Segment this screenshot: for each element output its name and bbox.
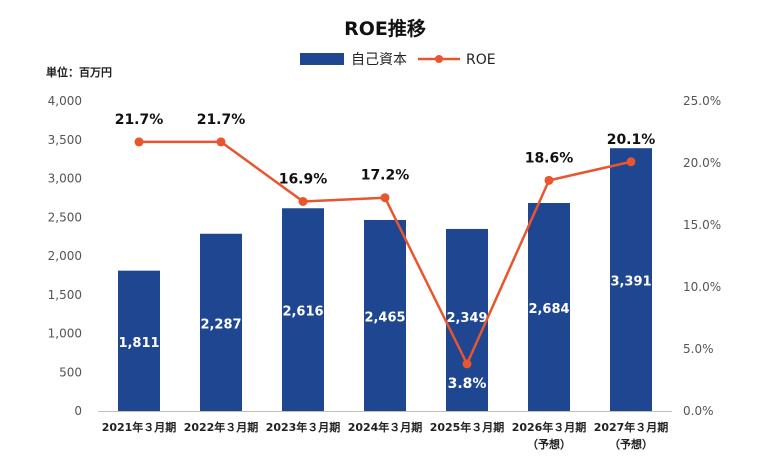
roe-marker [462, 359, 472, 369]
legend-swatch-bar [300, 53, 344, 65]
roe-data-label: 17.2% [361, 168, 410, 184]
left-axis-tick-label: 3,000 [48, 172, 82, 186]
right-axis-tick-label: 25.0% [683, 94, 721, 108]
roe-data-label: 3.8% [448, 376, 487, 392]
roe-data-label: 20.1% [607, 132, 656, 148]
bar [200, 233, 242, 411]
left-axis-tick-label: 3,500 [48, 133, 82, 147]
left-axis-tick-label: 0 [74, 404, 82, 418]
bar-data-label: 2,684 [528, 302, 569, 317]
x-axis-tick-label: 2021年３月期 [102, 420, 177, 434]
left-axis: 0 500 1,000 1,500 2,000 2,500 3,000 3,500 4,000 [48, 94, 82, 418]
roe-data-label: 21.7% [115, 112, 164, 128]
roe-data-label: 18.6% [525, 150, 574, 166]
left-axis-tick-label: 1,000 [48, 327, 82, 341]
bar [528, 202, 570, 411]
bar-data-label: 2,616 [282, 305, 323, 320]
x-axis: 2021年３月期 2022年３月期 2023年３月期 2024年３月期 2025年３月期… [98, 411, 672, 451]
roe-marker [298, 196, 308, 206]
left-axis-tick-label: 2,500 [48, 210, 82, 224]
legend-swatch-marker [435, 55, 443, 63]
chart-title: ROE推移 [344, 17, 426, 40]
roe-marker [626, 157, 636, 167]
bar [610, 148, 652, 411]
right-axis-tick-label: 0.0% [683, 404, 714, 418]
left-axis-tick-label: 500 [59, 365, 82, 379]
right-axis-tick-label: 20.0% [683, 156, 721, 170]
legend: 自己資本 ROE [300, 52, 496, 68]
bar [446, 228, 488, 411]
x-axis-tick-label: 2027年３月期 [594, 420, 669, 434]
x-axis-tick-label: 2022年３月期 [184, 420, 259, 434]
right-axis-tick-label: 5.0% [683, 342, 714, 356]
x-axis-tick-label: 2024年３月期 [348, 420, 423, 434]
x-axis-tick-label: （予想） [609, 437, 653, 451]
x-axis-tick-label: 2025年３月期 [430, 420, 505, 434]
roe-marker [380, 193, 390, 203]
left-axis-tick-label: 4,000 [48, 94, 82, 108]
bar-data-label: 1,811 [118, 336, 159, 351]
right-axis-tick-label: 15.0% [683, 218, 721, 232]
legend-label-bar: 自己資本 [351, 52, 407, 68]
bar [118, 270, 160, 411]
bar-data-label: 2,287 [200, 317, 241, 332]
x-axis-tick-label: 2026年３月期 [512, 420, 587, 434]
roe-marker [544, 175, 554, 185]
roe-data-label: 21.7% [197, 112, 246, 128]
bar-data-label: 2,349 [446, 311, 487, 326]
bar-data-label: 2,465 [364, 310, 405, 325]
legend-label-line: ROE [466, 52, 496, 68]
roe-marker [134, 137, 144, 147]
bar [364, 219, 406, 411]
roe-data-label: 16.9% [279, 171, 328, 187]
left-axis-tick-label: 1,500 [48, 288, 82, 302]
roe-line-series: 21.7% 21.7% 16.9% 17.2% 3.8% 18.6% 20.1% [115, 112, 656, 392]
x-axis-tick-label: 2023年３月期 [266, 420, 341, 434]
right-axis: 0.0% 5.0% 10.0% 15.0% 20.0% 25.0% [683, 94, 721, 418]
unit-label: 単位：百万円 [46, 65, 112, 79]
roe-marker [216, 137, 226, 147]
bar [282, 208, 324, 411]
bar-data-label: 3,391 [610, 275, 651, 290]
bar-series: 1,811 2,287 2,616 2,465 2,349 2,684 3,391 [118, 148, 652, 411]
left-axis-tick-label: 2,000 [48, 249, 82, 263]
right-axis-tick-label: 10.0% [683, 280, 721, 294]
x-axis-tick-label: （予想） [527, 437, 571, 451]
